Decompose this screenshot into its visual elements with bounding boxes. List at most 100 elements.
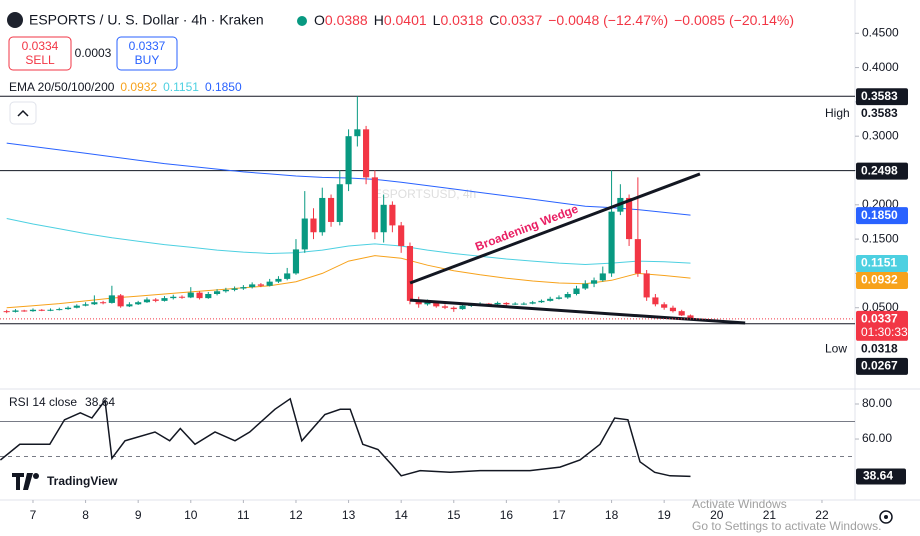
candle-body: [634, 239, 641, 274]
candle-body: [494, 302, 501, 305]
market-status: [297, 16, 307, 26]
ohlc-key: H: [374, 12, 384, 28]
candle-body: [205, 294, 212, 299]
rsi-badge-label: 38.64: [863, 469, 893, 483]
candle-body: [529, 302, 536, 304]
candle-body: [21, 310, 28, 312]
settings-button[interactable]: [879, 510, 893, 524]
candle-body: [687, 315, 694, 319]
price-badge: [856, 272, 908, 290]
candle-body: [152, 299, 159, 301]
rsi-value: 38.64: [85, 395, 115, 409]
candle-body: [170, 296, 177, 299]
price-badge-tag-bg: [822, 105, 854, 123]
symbol-logo: [7, 12, 23, 28]
candle-body: [371, 177, 378, 233]
x-tick-label: 12: [289, 508, 303, 522]
ema-line: [6, 218, 691, 266]
tv-logo: [12, 473, 33, 490]
candle-body: [450, 307, 457, 310]
ohlc-value: 0.0337: [499, 12, 542, 28]
symbol-title[interactable]: ESPORTS / U. S. Dollar · 4h · Kraken: [29, 12, 264, 28]
ohlc-value: 0.0388: [325, 12, 368, 28]
rsi-badge: [856, 468, 906, 485]
candle-body: [354, 129, 361, 137]
gear: [879, 510, 893, 524]
sell-button[interactable]: 0.0334 SELL: [8, 36, 72, 71]
x-tick-label: 16: [500, 508, 514, 522]
candle-body: [512, 303, 519, 305]
candle-body: [459, 305, 466, 310]
rsi-legend: RSI 14 close 38.64: [9, 395, 115, 409]
collapse-box: [9, 101, 37, 125]
x-tick-label: 14: [394, 508, 408, 522]
brand-name: TradingView: [47, 474, 118, 488]
price-badge: [856, 88, 908, 106]
candle-body: [187, 292, 194, 298]
candle-body: [284, 273, 291, 279]
buy-price: 0.0337: [129, 39, 166, 53]
price-badge-tag: Low: [825, 342, 847, 356]
candle-body: [582, 283, 589, 289]
candle-body: [406, 245, 414, 301]
candle-body: [108, 295, 115, 303]
chevron: [17, 109, 29, 117]
change-alt: −0.0085 (−20.14%): [674, 12, 794, 28]
trendline: [410, 298, 746, 325]
annotation: Broadening Wedge: [473, 201, 580, 253]
x-tick-label: 15: [447, 508, 461, 522]
candle-body: [415, 300, 422, 305]
buy-button[interactable]: 0.0337 BUY: [116, 36, 178, 71]
buy-box: [116, 36, 178, 71]
trendline: [409, 172, 701, 285]
change: −0.0048 (−12.47%): [548, 12, 668, 28]
price-badge-label: 0.1850: [861, 208, 898, 222]
gear-center: [884, 515, 888, 519]
candle-body: [231, 288, 238, 290]
candle-body: [503, 302, 510, 305]
candle-body: [599, 273, 606, 281]
candle-body: [100, 302, 107, 304]
countdown: 01:30:33: [861, 325, 908, 339]
candle-body: [345, 136, 352, 185]
x-tick-label: 21: [763, 508, 777, 522]
os-watermark-title: Activate Windows: [692, 497, 787, 511]
candle-body: [196, 292, 203, 299]
candle-body: [143, 299, 151, 303]
candle-body: [38, 309, 45, 311]
candle-body: [64, 307, 72, 310]
candle-body: [275, 278, 282, 282]
candle-body: [135, 302, 142, 305]
x-tick-label: 13: [342, 508, 356, 522]
spread: 0.0003: [75, 46, 112, 60]
candle-body: [327, 197, 335, 222]
candle-body: [161, 298, 168, 301]
candle-body: [661, 304, 668, 308]
sell-box: [8, 36, 72, 71]
y-tick-label: 0.4000: [862, 60, 899, 74]
candle-body: [249, 284, 256, 288]
price-badge-label: 0.3583: [861, 106, 898, 120]
candle-body: [266, 281, 273, 286]
x-tick-label: 22: [815, 508, 829, 522]
price-badge-label: 0.3583: [861, 89, 898, 103]
candle-body: [363, 129, 370, 178]
x-tick-label: 18: [605, 508, 619, 522]
price-badge: [856, 105, 908, 123]
ohlc-legend: O0.0388 H0.0401 L0.0318 C0.0337 −0.0048 (−12…: [314, 12, 794, 28]
price-badge-label: 0.0318: [861, 342, 898, 356]
candle-body: [336, 184, 343, 222]
price-badge: [856, 255, 908, 273]
y-tick-label: 0.3000: [862, 128, 899, 142]
price-badge: [856, 357, 908, 375]
price-badge: [856, 162, 908, 180]
branding[interactable]: TradingView: [12, 473, 118, 490]
ohlc-key: O: [314, 12, 325, 28]
rsi-label: RSI 14 close: [9, 395, 77, 409]
candle-body: [520, 303, 527, 305]
collapse-button[interactable]: [9, 101, 37, 125]
ohlc-value: 0.0318: [440, 12, 483, 28]
watermark: ESPORTSUSD, 4h: [374, 187, 476, 201]
